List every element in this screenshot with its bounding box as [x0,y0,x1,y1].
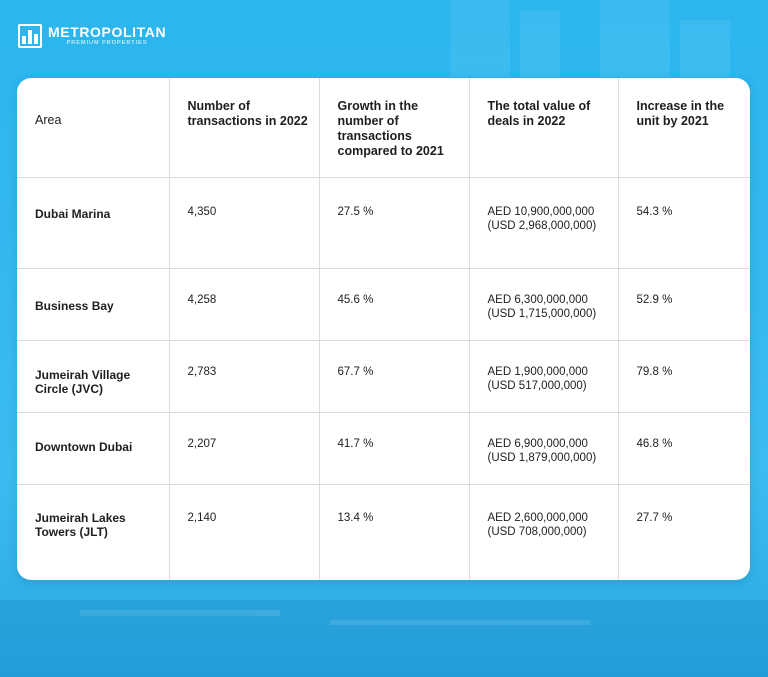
header-area: Area [17,78,170,178]
cell-increase: 79.8 % [618,340,750,413]
building-icon [18,24,42,48]
cell-increase: 52.9 % [618,268,750,341]
brand-logo: METROPOLITAN PREMIUM PROPERTIES [18,24,166,48]
cell-total-value: AED 2,600,000,000 (USD 708,000,000) [469,484,619,580]
cell-growth: 41.7 % [319,412,470,485]
cell-total-value: AED 10,900,000,000 (USD 2,968,000,000) [469,177,619,269]
table-row: Jumeirah Lakes Towers (JLT) 2,140 13.4 %… [17,484,750,580]
brand-name: METROPOLITAN [48,24,167,41]
table-header-row: Area Number of transactions in 2022 Grow… [17,78,750,178]
cell-area: Dubai Marina [17,177,170,269]
cell-transactions: 4,350 [169,177,320,269]
cell-transactions: 2,783 [169,340,320,413]
cell-increase: 27.7 % [636,511,673,524]
value-usd: (USD 517,000,000) [487,379,587,392]
data-table-card: Area Number of transactions in 2022 Grow… [17,78,750,580]
cell-total-value: AED 6,900,000,000 (USD 1,879,000,000) [469,412,619,485]
value-usd: (USD 1,715,000,000) [487,307,597,320]
cell-increase: 46.8 % [618,412,750,485]
header-increase: Increase in the unit by 2021 [618,78,750,178]
table-row: Business Bay 4,258 45.6 % AED 6,300,000,… [17,268,750,341]
brand-tagline: PREMIUM PROPERTIES [66,40,148,47]
value-usd: (USD 1,879,000,000) [487,451,597,464]
cell-transactions: 2,140 [169,484,320,580]
cell-area: Jumeirah Village Circle (JVC) [17,340,170,413]
header-total-value: The total value of deals in 2022 [469,78,619,178]
transactions-table: Area Number of transactions in 2022 Grow… [17,78,750,580]
cell-growth: 45.6 % [319,268,470,341]
cell-area: Business Bay [17,268,170,341]
value-usd: (USD 2,968,000,000) [487,219,597,232]
header-growth: Growth in the number of transactions com… [319,78,470,178]
cell-growth: 27.5 % [319,177,470,269]
cell-growth: 67.7 % [319,340,470,413]
value-aed: AED 6,300,000,000 [487,293,588,306]
cell-increase: 54.3 % [618,177,750,269]
value-aed: AED 6,900,000,000 [487,437,588,450]
cell-total-value: AED 1,900,000,000 (USD 517,000,000) [469,340,619,413]
value-usd: (USD 708,000,000) [487,525,587,538]
table-row: Jumeirah Village Circle (JVC) 2,783 67.7… [17,340,750,413]
value-aed: AED 2,600,000,000 [487,511,588,524]
value-aed: AED 10,900,000,000 [487,205,595,218]
cell-area: Downtown Dubai [17,412,170,485]
table-row: Downtown Dubai 2,207 41.7 % AED 6,900,00… [17,412,750,485]
cell-area: Jumeirah Lakes Towers (JLT) [17,484,170,580]
value-aed: AED 1,900,000,000 [487,365,588,378]
cell-transactions: 4,258 [169,268,320,341]
cell-transactions: 2,207 [169,412,320,485]
cell-growth: 13.4 % [319,484,470,580]
table-row: Dubai Marina 4,350 27.5 % AED 10,900,000… [17,177,750,269]
header-transactions: Number of transactions in 2022 [169,78,320,178]
cell-total-value: AED 6,300,000,000 (USD 1,715,000,000) [469,268,619,341]
